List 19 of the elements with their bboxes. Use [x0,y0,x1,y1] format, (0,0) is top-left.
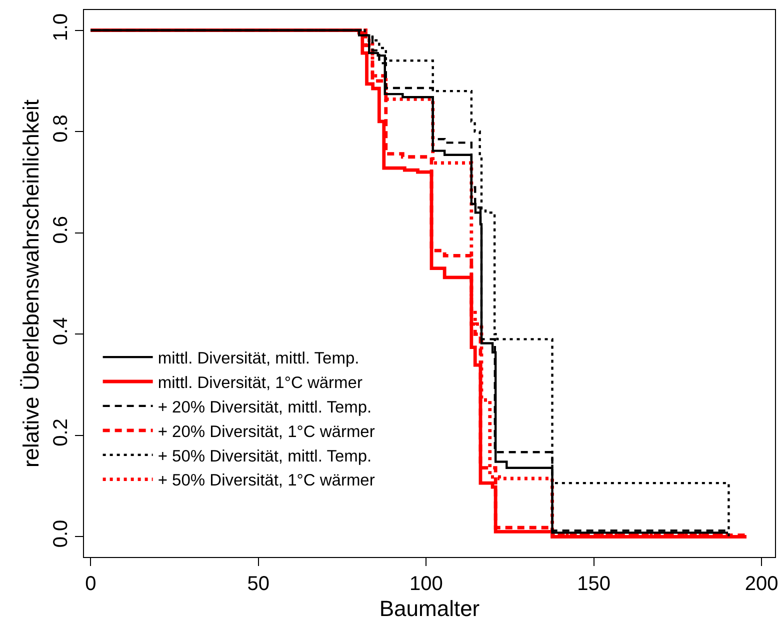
x-tick-label: 150 [577,573,611,596]
y-tick-label: 0.0 [50,520,72,548]
legend-label: mittl. Diversität, mittl. Temp. [158,349,360,368]
legend-label: mittl. Diversität, 1°C wärmer [158,374,363,392]
y-axis-title: relative Überlebenswahrscheinlichkeit [18,99,44,468]
y-tick-label: 0.8 [50,114,72,142]
legend-label: + 20% Diversität, mittl. Temp. [158,398,372,416]
x-tick-label: 50 [247,573,270,596]
legend-label: + 20% Diversität, 1°C wärmer [158,422,376,441]
x-tick-label: 200 [744,573,778,596]
x-tick-label: 100 [409,573,443,596]
legend-label: + 50% Diversität, 1°C wärmer [158,472,376,490]
y-tick-label: 0.2 [50,418,72,446]
x-axis-title: Baumalter [379,596,480,621]
legend-label: + 50% Diversität, mittl. Temp. [158,447,372,466]
y-tick-label: 0.4 [50,317,72,346]
y-tick-label: 1.0 [50,13,72,42]
y-tick-label: 0.6 [50,216,72,244]
x-tick-label: 0 [85,573,96,596]
